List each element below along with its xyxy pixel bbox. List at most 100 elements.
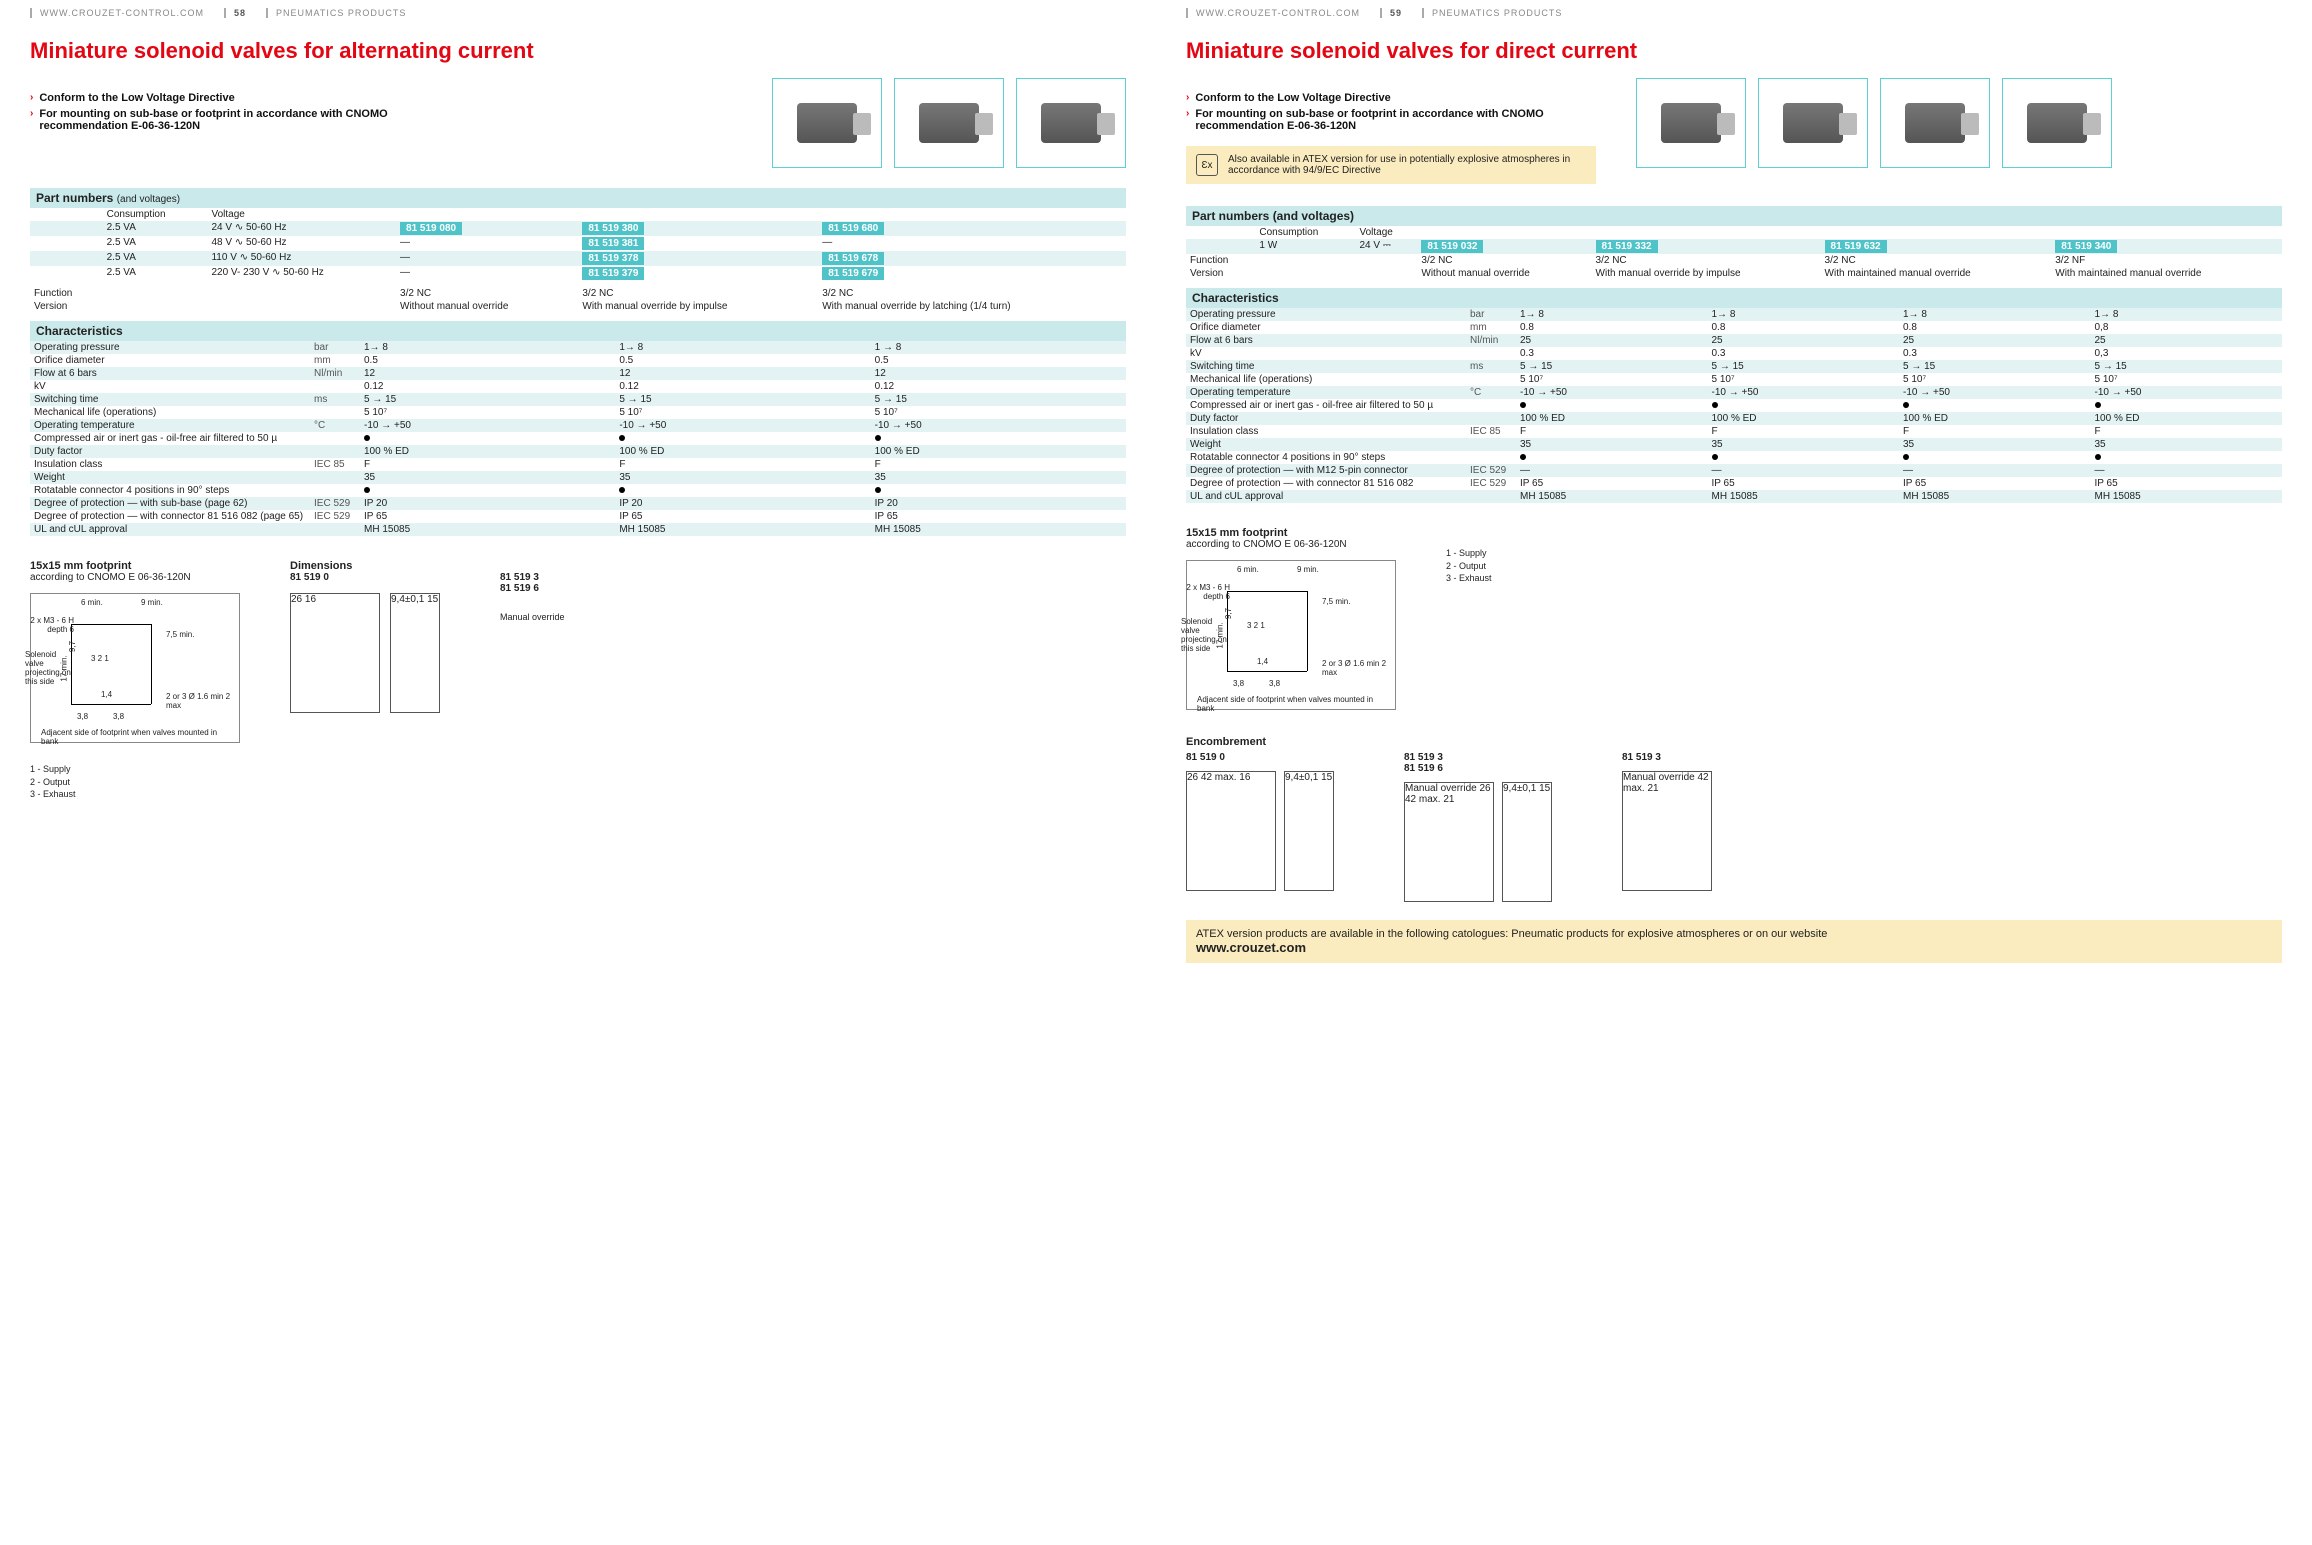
table-row: Operating temperature°C-10 → +50-10 → +5… xyxy=(30,419,1126,432)
product-image xyxy=(1880,78,1990,168)
table-row: Operating pressurebar1→ 81→ 81→ 81→ 8 xyxy=(1186,308,2282,321)
product-image xyxy=(772,78,882,168)
product-image xyxy=(894,78,1004,168)
bullets-right: ›Conform to the Low Voltage Directive ›F… xyxy=(1186,92,1616,132)
table-row: Insulation classIEC 85FFFF xyxy=(1186,425,2282,438)
bullet-arrow-icon: › xyxy=(1186,92,1189,104)
dim-group: 81 519 0 xyxy=(290,572,440,583)
table-row: Mechanical life (operations)5 10⁷5 10⁷5 … xyxy=(30,406,1126,419)
table-row: Insulation classIEC 85FFF xyxy=(30,458,1126,471)
part-number-pill: 81 519 632 xyxy=(1825,240,1887,253)
col-consumption: Consumption xyxy=(103,208,208,221)
dimension-diagram: 26 42 max. 16 xyxy=(1186,771,1276,891)
dimension-diagram: 9,4±0,1 15 xyxy=(390,593,440,713)
atex-notice: Ɛx Also available in ATEX version for us… xyxy=(1186,146,1596,184)
part-number-pill: 81 519 340 xyxy=(2055,240,2117,253)
table-row: Switching timems5 → 155 → 155 → 15 xyxy=(30,393,1126,406)
part-number-pill: 81 519 080 xyxy=(400,222,462,235)
characteristics-header-right: Characteristics xyxy=(1186,288,2282,308)
table-row: 2.5 VA24 V ∿ 50-60 Hz81 519 08081 519 38… xyxy=(30,221,1126,236)
part-number-pill: 81 519 032 xyxy=(1421,240,1483,253)
dimension-diagram: 9,4±0,1 15 xyxy=(1502,782,1552,902)
part-numbers-header: Part numbers (and voltages) xyxy=(30,188,1126,208)
footer-banner: ATEX version products are available in t… xyxy=(1186,920,2282,963)
header-url: WWW.CROUZET-CONTROL.COM xyxy=(30,8,204,18)
table-row: UL and cUL approvalMH 15085MH 15085MH 15… xyxy=(1186,490,2282,503)
col-voltage: Voltage xyxy=(207,208,396,221)
header-category: PNEUMATICS PRODUCTS xyxy=(266,8,406,18)
bullet-arrow-icon: › xyxy=(1186,108,1189,132)
part-number-pill: 81 519 381 xyxy=(582,237,644,250)
table-row: Rotatable connector 4 positions in 90° s… xyxy=(30,484,1126,497)
dimension-diagram: Manual override 42 max. 21 xyxy=(1622,771,1712,891)
footprint-title-right: 15x15 mm footprint xyxy=(1186,527,1396,539)
dim-group: 81 519 6 xyxy=(500,583,565,594)
table-row: Weight35353535 xyxy=(1186,438,2282,451)
part-numbers-table-right: ConsumptionVoltage 1 W24 V ⎓ 81 519 032 … xyxy=(1186,226,2282,280)
page-number-right: 59 xyxy=(1380,8,1402,18)
table-row: kV0.30.30.30,3 xyxy=(1186,347,2282,360)
table-row: UL and cUL approvalMH 15085MH 15085MH 15… xyxy=(30,523,1126,536)
enc-group: 81 519 3 xyxy=(1622,752,1712,763)
header-category: PNEUMATICS PRODUCTS xyxy=(1422,8,1562,18)
page-title-right: Miniature solenoid valves for direct cur… xyxy=(1186,38,2282,64)
header-url: WWW.CROUZET-CONTROL.COM xyxy=(1186,8,1360,18)
footprint-diagram-left: 6 min. 9 min. 2 x M3 - 6 H depth 6 7,5 m… xyxy=(30,593,240,743)
col-consumption: Consumption xyxy=(1255,226,1355,239)
footprint-title-left: 15x15 mm footprint xyxy=(30,560,240,572)
bullet-arrow-icon: › xyxy=(30,108,33,132)
part-numbers-header-right: Part numbers (and voltages) xyxy=(1186,206,2282,226)
part-number-pill: 81 519 378 xyxy=(582,252,644,265)
table-row: Operating pressurebar1→ 81→ 81 → 8 xyxy=(30,341,1126,354)
row-version: Version xyxy=(30,300,103,313)
part-number-pill: 81 519 679 xyxy=(822,267,884,280)
table-row: Operating temperature°C-10 → +50-10 → +5… xyxy=(1186,386,2282,399)
product-images-right xyxy=(1636,78,2112,168)
product-image xyxy=(2002,78,2112,168)
table-row: Degree of protection — with M12 5-pin co… xyxy=(1186,464,2282,477)
product-image xyxy=(1016,78,1126,168)
bullet-text: Conform to the Low Voltage Directive xyxy=(1195,92,1390,104)
atex-icon: Ɛx xyxy=(1196,154,1218,176)
characteristics-table-left: Operating pressurebar1→ 81→ 81 → 8Orific… xyxy=(30,341,1126,536)
enc-group: 81 519 3 xyxy=(1404,752,1552,763)
row-function: Function xyxy=(1186,254,1255,267)
top-bar-left: WWW.CROUZET-CONTROL.COM 58 PNEUMATICS PR… xyxy=(30,8,1126,18)
table-row: 2.5 VA220 V- 230 V ∿ 50-60 Hz—81 519 379… xyxy=(30,266,1126,281)
bullet-text: Conform to the Low Voltage Directive xyxy=(39,92,234,104)
table-row: Switching timems5 → 155 → 155 → 155 → 15 xyxy=(1186,360,2282,373)
table-row: kV0.120.120.12 xyxy=(30,380,1126,393)
part-numbers-table-left: ConsumptionVoltage 2.5 VA24 V ∿ 50-60 Hz… xyxy=(30,208,1126,313)
footer-site: www.crouzet.com xyxy=(1196,940,1306,955)
table-row: Flow at 6 barsNl/min25252525 xyxy=(1186,334,2282,347)
dim-group: 81 519 3 xyxy=(500,572,565,583)
page-left: WWW.CROUZET-CONTROL.COM 58 PNEUMATICS PR… xyxy=(0,0,1156,993)
part-number-pill: 81 519 380 xyxy=(582,222,644,235)
product-image xyxy=(1758,78,1868,168)
table-row: Orifice diametermm0.80.80.80,8 xyxy=(1186,321,2282,334)
top-bar-right: WWW.CROUZET-CONTROL.COM 59 PNEUMATICS PR… xyxy=(1186,8,2282,18)
footprint-sub-right: according to CNOMO E 06-36-120N xyxy=(1186,539,1396,550)
col-voltage: Voltage xyxy=(1355,226,1417,239)
port-legend-right: 1 - Supply 2 - Output 3 - Exhaust xyxy=(1446,547,1492,710)
dimension-diagram: 9,4±0,1 15 xyxy=(1284,771,1334,891)
footprint-diagram-right: 6 min. 9 min. 2 x M3 - 6 H depth 6 7,5 m… xyxy=(1186,560,1396,710)
dimension-diagram: Manual override 26 42 max. 21 xyxy=(1404,782,1494,902)
table-row: Degree of protection — with connector 81… xyxy=(30,510,1126,523)
table-row: Degree of protection — with sub-base (pa… xyxy=(30,497,1126,510)
table-row: Flow at 6 barsNl/min121212 xyxy=(30,367,1126,380)
encombrement-title: Encombrement xyxy=(1186,736,2282,748)
table-row: Rotatable connector 4 positions in 90° s… xyxy=(1186,451,2282,464)
part-number-pill: 81 519 678 xyxy=(822,252,884,265)
part-number-pill: 81 519 332 xyxy=(1596,240,1658,253)
port-legend-left: 1 - Supply 2 - Output 3 - Exhaust xyxy=(30,763,240,801)
table-row: Compressed air or inert gas - oil-free a… xyxy=(1186,399,2282,412)
page-title-left: Miniature solenoid valves for alternatin… xyxy=(30,38,1126,64)
product-images-left xyxy=(772,78,1126,168)
table-row: Mechanical life (operations)5 10⁷5 10⁷5 … xyxy=(1186,373,2282,386)
part-number-pill: 81 519 680 xyxy=(822,222,884,235)
dimension-diagram: 26 16 xyxy=(290,593,380,713)
characteristics-header-left: Characteristics xyxy=(30,321,1126,341)
product-image xyxy=(1636,78,1746,168)
row-function: Function xyxy=(30,287,103,300)
